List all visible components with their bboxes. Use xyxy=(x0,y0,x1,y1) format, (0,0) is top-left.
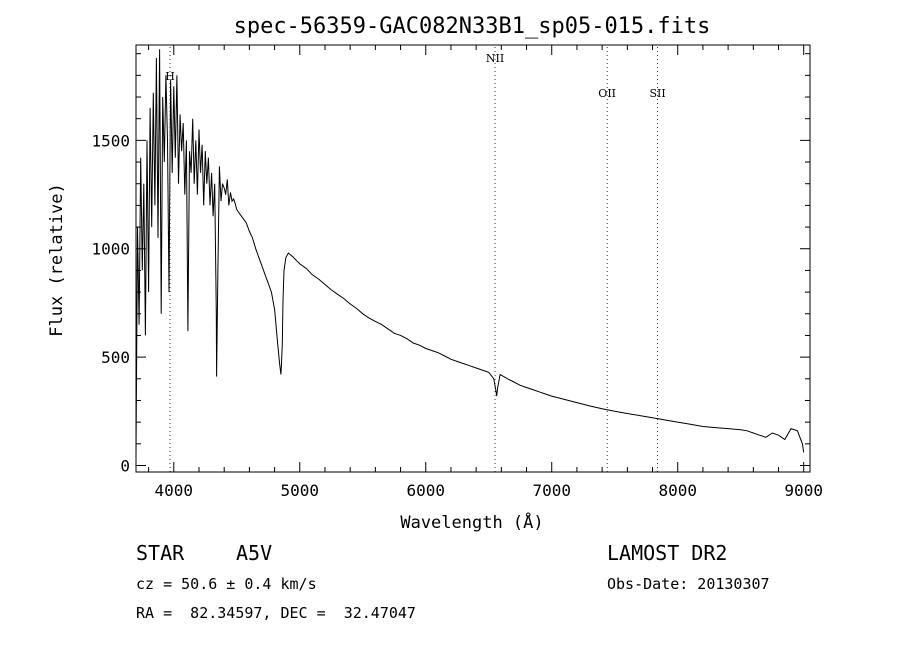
x-tick-label: 7000 xyxy=(532,481,571,500)
y-tick-label: 1500 xyxy=(91,131,130,150)
object-class: STAR xyxy=(136,541,185,565)
x-tick-label: 5000 xyxy=(281,481,320,500)
redshift-velocity: cz = 50.6 ± 0.4 km/s xyxy=(136,575,317,593)
x-tick-label: 9000 xyxy=(784,481,823,500)
survey-label: LAMOST DR2 xyxy=(607,541,728,565)
x-axis-label: Wavelength (Å) xyxy=(400,511,543,533)
y-tick-label: 0 xyxy=(120,456,130,475)
y-axis-label: Flux (relative) xyxy=(47,183,67,337)
object-subclass: A5V xyxy=(236,541,273,565)
line-label-oii: OII xyxy=(598,87,616,100)
x-tick-label: 4000 xyxy=(155,481,194,500)
x-tick-label: 8000 xyxy=(658,481,697,500)
line-label-h: H xyxy=(165,70,175,83)
spectrum-line xyxy=(135,49,805,457)
observation-date: Obs-Date: 20130307 xyxy=(607,575,770,593)
plot-frame xyxy=(135,44,811,473)
coordinates: RA = 82.34597, DEC = 32.47047 xyxy=(136,604,416,622)
y-tick-label: 500 xyxy=(101,348,130,367)
chart-title: spec-56359-GAC082N33B1_sp05-015.fits xyxy=(234,14,711,39)
y-tick-label: 1000 xyxy=(91,240,130,259)
x-tick-label: 6000 xyxy=(406,481,445,500)
line-label-nii: NII xyxy=(486,52,504,65)
line-label-sii: SII xyxy=(649,87,665,100)
